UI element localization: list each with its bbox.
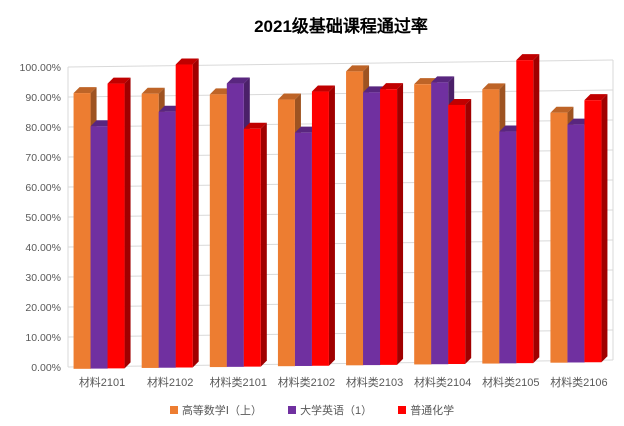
x-axis-category-label: 材料2102	[147, 375, 193, 389]
bar-普通化学-材料类2106	[584, 100, 602, 363]
bar-普通化学-材料2101	[107, 83, 125, 369]
bar-普通化学-材料类2101	[243, 128, 261, 367]
bar-side-face	[397, 83, 404, 365]
bar-side-face	[328, 85, 335, 366]
x-axis-category-label: 材料类2101	[210, 375, 267, 389]
legend-item-series3: 普通化学	[398, 402, 454, 418]
bar-side-face	[601, 94, 608, 363]
chart-title: 2021级基础课程通过率	[254, 17, 428, 36]
bar-side-face	[192, 58, 199, 368]
bar-side-face	[260, 122, 267, 367]
x-axis-category-label: 材料类2102	[278, 375, 335, 389]
bar-top-face	[346, 65, 370, 72]
bar-高等数学Ⅰ（上）-材料类2102	[277, 99, 295, 367]
legend-item-series1: 高等数学Ⅰ（上）	[169, 402, 263, 418]
y-axis-tick-label: 60.00%	[25, 182, 61, 194]
bar-高等数学Ⅰ（上）-材料类2103	[346, 71, 364, 366]
legend-label-series1: 高等数学Ⅰ（上）	[181, 405, 263, 417]
legend-marker-series3-icon	[398, 406, 407, 414]
y-axis-tick-label: 90.00%	[25, 92, 61, 104]
bar-top-face	[584, 94, 608, 101]
x-axis-category-label: 材料类2104	[414, 375, 471, 389]
bar-普通化学-材料类2105	[516, 60, 534, 364]
legend-label-series2: 大学英语（1）	[300, 405, 373, 417]
bar-普通化学-材料2102	[175, 64, 193, 368]
bar-高等数学Ⅰ（上）-材料类2101	[209, 94, 227, 368]
y-axis-tick-label: 0.00%	[31, 362, 61, 374]
x-axis-category-label: 材料2101	[79, 375, 125, 389]
bar-top-face	[516, 54, 540, 61]
x-axis-category-label: 材料类2106	[550, 375, 607, 389]
bar-普通化学-材料类2103	[380, 89, 398, 365]
bar-top-face	[380, 83, 404, 90]
bar-大学英语（1）-材料类2104	[431, 82, 449, 365]
bar-大学英语（1）-材料类2102	[294, 132, 312, 366]
bar-大学英语（1）-材料2101	[90, 126, 108, 369]
y-axis-tick-label: 70.00%	[25, 152, 61, 164]
bar-top-face	[482, 83, 506, 90]
chart-canvas: 100.00% 90.00% 80.00% 70.00% 60.00% 50.00% 40.…	[20, 54, 614, 389]
bar-top-face	[141, 87, 165, 94]
y-axis-tick-label: 20.00%	[25, 302, 61, 314]
legend-label-series3: 普通化学	[410, 405, 455, 417]
bar-大学英语（1）-材料类2105	[499, 131, 517, 364]
y-axis-tick-label: 100.00%	[20, 62, 61, 74]
bar-高等数学Ⅰ（上）-材料2102	[141, 93, 159, 368]
bar-大学英语（1）-材料类2103	[363, 92, 381, 366]
legend-marker-series2-icon	[288, 406, 297, 414]
bar-top-face	[73, 87, 97, 94]
bar-top-face	[311, 85, 335, 92]
bar-高等数学Ⅰ（上）-材料2101	[73, 93, 91, 369]
y-axis-tick-label: 50.00%	[25, 212, 61, 224]
bar-高等数学Ⅰ（上）-材料类2106	[550, 112, 568, 363]
y-axis-tick-label: 30.00%	[25, 272, 61, 284]
bar-高等数学Ⅰ（上）-材料类2105	[482, 89, 500, 364]
bar-top-face	[277, 93, 301, 100]
bar-top-face	[107, 77, 131, 84]
bar-大学英语（1）-材料类2101	[226, 83, 244, 367]
x-axis-category-label: 材料类2105	[482, 375, 539, 389]
bar-高等数学Ⅰ（上）-材料类2104	[414, 84, 432, 365]
legend-item-series2: 大学英语（1）	[288, 402, 372, 418]
bar-大学英语（1）-材料2102	[158, 111, 176, 368]
bar-top-face	[431, 76, 455, 83]
y-axis-tick-label: 40.00%	[25, 242, 61, 254]
y-axis-tick-label: 10.00%	[25, 332, 61, 344]
bar-top-face	[243, 122, 267, 129]
bar-side-face	[533, 54, 540, 364]
bar-top-face	[448, 98, 472, 105]
bar-side-face	[124, 77, 131, 369]
bar-大学英语（1）-材料类2106	[567, 124, 585, 363]
bar-top-face	[226, 77, 250, 84]
bar-top-face	[550, 106, 574, 113]
x-axis-category-label: 材料类2103	[346, 375, 403, 389]
legend-marker-series1-icon	[169, 406, 178, 414]
bar-普通化学-材料类2102	[311, 91, 329, 366]
bar-side-face	[465, 98, 472, 365]
bar-普通化学-材料类2104	[448, 104, 466, 365]
y-axis-tick-label: 80.00%	[25, 122, 61, 134]
bar-top-face	[175, 58, 199, 65]
chart-legend: 高等数学Ⅰ（上） 大学英语（1） 普通化学	[0, 402, 624, 418]
